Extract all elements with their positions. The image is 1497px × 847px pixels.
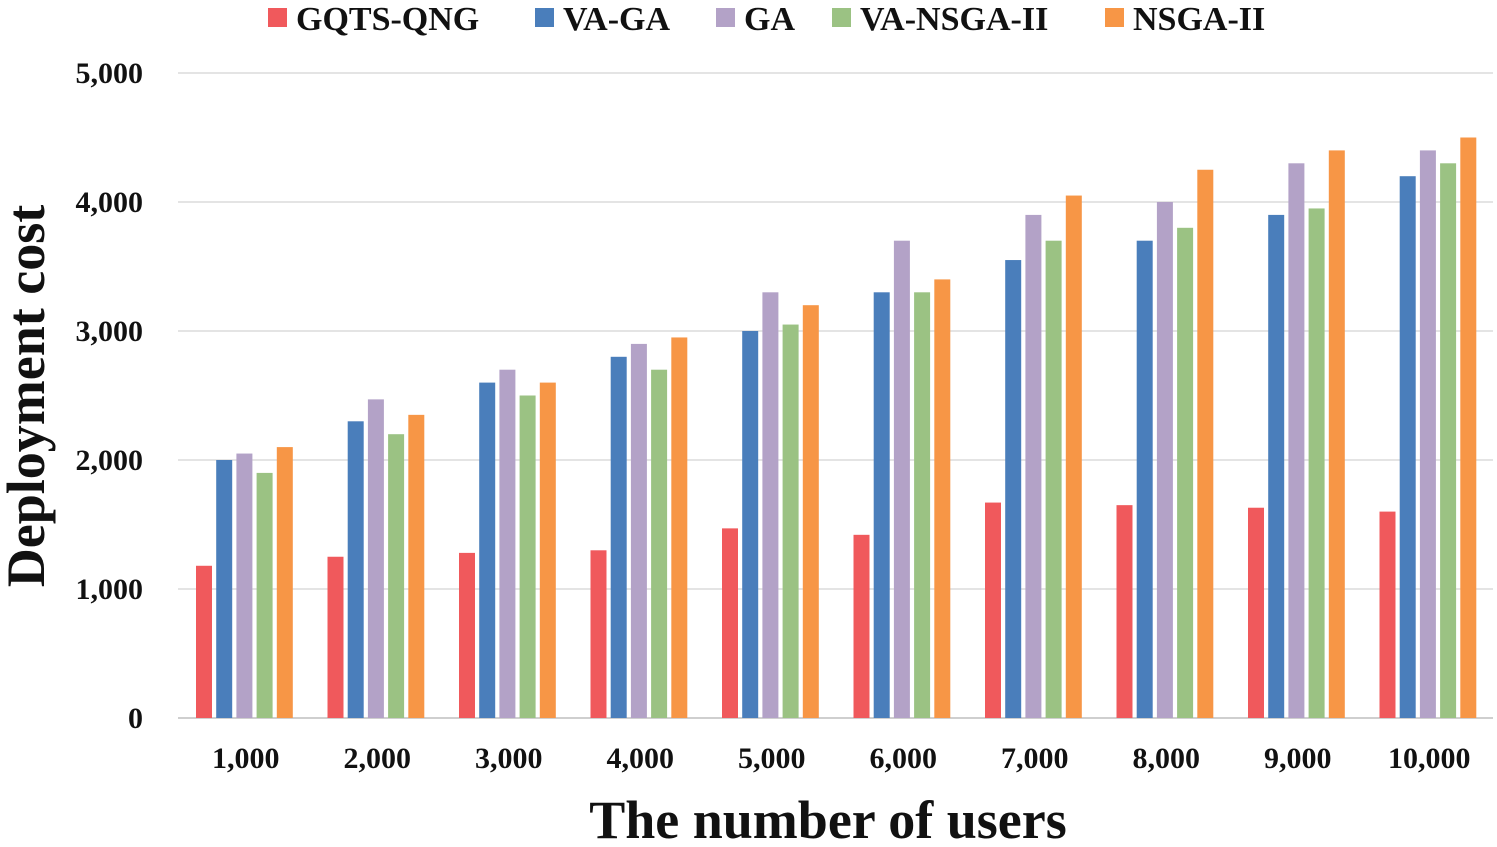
bar-ga [367,399,384,718]
bar-ga [893,240,910,718]
legend-label: VA-NSGA-II [860,1,1048,38]
bar-va-ga [742,331,759,718]
y-tick-label: 0 [128,702,143,735]
bar-nsga-ii [1065,195,1082,719]
bar-nsga-ii [671,337,688,718]
y-tick-label: 4,000 [76,186,144,219]
bar-va-ga [1136,240,1153,718]
y-tick-label: 5,000 [76,57,144,90]
bar-gqts-qng [1116,505,1133,718]
bar-nsga-ii [1328,150,1345,718]
bar-gqts-qng [196,565,212,718]
legend-label: NSGA-II [1133,1,1265,38]
y-axis-label: Deployment cost [0,205,56,587]
bar-gqts-qng [327,556,344,718]
bar-va-nsga-ii [1308,208,1325,718]
x-tick-label: 1,000 [212,742,280,775]
bar-gqts-qng [1379,511,1396,718]
bar-va-nsga-ii [256,472,273,718]
bar-ga [1419,150,1436,718]
legend-swatch [535,8,554,27]
bar-ga [1025,214,1042,718]
bar-ga [1156,202,1173,718]
x-tick-label: 9,000 [1264,742,1332,775]
bar-va-nsga-ii [782,324,799,718]
bar-va-ga [1399,176,1416,718]
bar-va-nsga-ii [1440,163,1457,719]
bar-gqts-qng [722,528,738,718]
y-tick-labels: 0 1,000 2,000 3,000 4,000 5,000 [76,57,144,735]
legend-label: GA [744,1,795,38]
bar-va-ga [873,292,890,718]
x-tick-label: 8,000 [1133,742,1201,775]
x-tick-label: 4,000 [607,742,675,775]
legend-swatch [268,8,287,27]
legend-swatch [1105,8,1124,27]
bar-nsga-ii [276,447,293,718]
bar-nsga-ii [539,382,556,718]
x-tick-label: 6,000 [870,742,938,775]
bar-nsga-ii [408,414,425,718]
legend-label: VA-GA [563,1,670,38]
legend: GQTS-QNG VA-GA GA VA-NSGA-II NSGA-II [268,1,1265,38]
x-tick-label: 3,000 [475,742,543,775]
x-tick-label: 5,000 [738,742,806,775]
bar-nsga-ii [1197,169,1214,718]
x-axis-label: The number of users [589,790,1067,842]
x-tick-label: 7,000 [1001,742,1069,775]
bar-gqts-qng [985,502,1001,718]
y-tick-label: 3,000 [76,315,144,348]
bar-gqts-qng [1248,507,1264,718]
bar-va-nsga-ii [1177,227,1194,719]
bar-ga [630,343,647,718]
bar-va-ga [479,382,496,718]
bar-va-ga [1268,214,1285,718]
bar-va-nsga-ii [519,395,536,718]
bar-va-nsga-ii [914,292,931,718]
bars [196,137,1477,719]
bar-va-nsga-ii [1045,240,1062,718]
bar-va-ga [610,356,627,718]
bar-va-ga [216,460,233,718]
legend-label: GQTS-QNG [296,1,479,38]
bar-nsga-ii [802,305,819,718]
y-tick-label: 1,000 [76,573,144,606]
legend-swatch [716,8,735,27]
legend-swatch [832,8,851,27]
bar-va-nsga-ii [388,434,405,718]
bar-gqts-qng [590,550,607,718]
x-tick-label: 2,000 [344,742,412,775]
bar-ga [499,369,516,718]
bar-ga [1288,163,1305,719]
x-tick-labels: 1,000 2,000 3,000 4,000 5,000 6,000 7,000 8,000… [212,742,1471,775]
bar-ga [762,292,779,718]
bar-va-ga [347,421,364,718]
bar-va-nsga-ii [651,369,668,718]
y-tick-label: 2,000 [76,444,144,477]
x-tick-label: 10,000 [1388,742,1471,775]
bar-gqts-qng [459,552,475,718]
bar-nsga-ii [1460,137,1477,718]
bar-gqts-qng [853,534,870,718]
bar-ga [236,453,253,718]
bar-va-ga [1005,260,1022,718]
bar-nsga-ii [934,279,951,718]
